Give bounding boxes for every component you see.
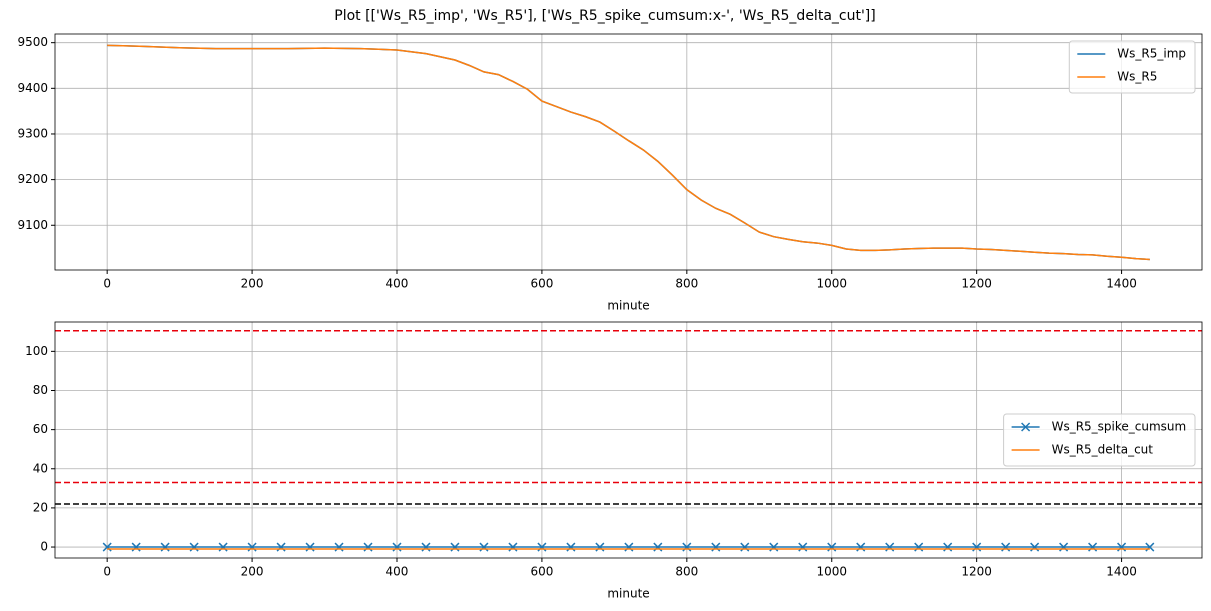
y-tick-label: 60: [33, 422, 48, 436]
x-tick-label: 1400: [1106, 565, 1137, 579]
figure-title: Plot [['Ws_R5_imp', 'Ws_R5'], ['Ws_R5_sp…: [334, 8, 875, 24]
x-axis-label: minute: [607, 299, 649, 313]
y-tick-label: 9100: [17, 218, 48, 232]
legend: Ws_R5_imp Ws_R5: [1068, 40, 1196, 94]
x-tick-label: 1200: [961, 277, 992, 291]
x-tick-label: 400: [386, 277, 409, 291]
legend: Ws_R5_spike_cumsum Ws_R5_delta_cut: [1003, 413, 1196, 467]
x-tick-label: 800: [675, 277, 698, 291]
y-tick-label: 9300: [17, 126, 48, 140]
y-tick-label: 20: [33, 500, 48, 514]
y-tick-label: 9200: [17, 172, 48, 186]
y-tick-label: 9400: [17, 81, 48, 95]
x-axis-label: minute: [607, 587, 649, 601]
plot-area: [55, 34, 1202, 270]
y-tick-label: 100: [25, 344, 48, 358]
x-tick-label: 800: [675, 565, 698, 579]
marker: [1021, 422, 1031, 432]
x-tick-label: 600: [530, 565, 553, 579]
plot-area: [55, 322, 1202, 558]
x-tick-label: 400: [386, 565, 409, 579]
legend-label: Ws_R5: [1117, 70, 1157, 84]
y-tick-label: 9500: [17, 35, 48, 49]
series-line: [107, 44, 1150, 261]
x-tick-label: 200: [241, 565, 264, 579]
y-tick-label: 80: [33, 383, 48, 397]
x-tick-label: 1000: [816, 565, 847, 579]
legend-box: [1003, 413, 1196, 467]
x-tick-label: 0: [103, 277, 111, 291]
axes-frame: [54, 33, 1203, 271]
x-tick-label: 0: [103, 565, 111, 579]
series-line: [107, 44, 1150, 261]
legend-label: Ws_R5_spike_cumsum: [1052, 420, 1187, 434]
x-tick-label: 600: [530, 277, 553, 291]
legend-label: Ws_R5_delta_cut: [1052, 443, 1154, 457]
legend-label: Ws_R5_imp: [1117, 47, 1186, 61]
y-tick-label: 40: [33, 461, 48, 475]
x-tick-label: 1000: [816, 277, 847, 291]
axes-frame: [54, 321, 1203, 559]
y-tick-label: 0: [40, 540, 48, 554]
x-tick-label: 1200: [961, 565, 992, 579]
x-tick-label: 1400: [1106, 277, 1137, 291]
x-tick-label: 200: [241, 277, 264, 291]
